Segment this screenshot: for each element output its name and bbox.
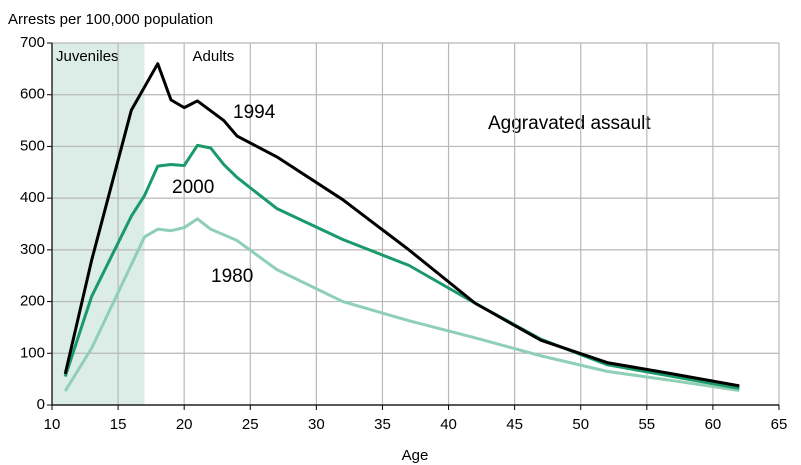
series-label: 2000 [172, 177, 214, 198]
y-tick-label: 0 [37, 396, 45, 413]
x-tick-label: 35 [374, 416, 391, 433]
x-tick-label: 60 [705, 416, 722, 433]
x-tick-label: 25 [242, 416, 259, 433]
x-tick-label: 55 [638, 416, 655, 433]
y-tick-label: 400 [20, 189, 45, 206]
region-label: Juveniles [56, 48, 119, 65]
region-label: Adults [193, 48, 235, 65]
series-line [63, 143, 740, 390]
x-tick-label: 30 [308, 416, 325, 433]
y-tick-label: 500 [20, 137, 45, 154]
x-tick-label: 40 [440, 416, 457, 433]
y-tick-label: 300 [20, 241, 45, 258]
series-line [63, 217, 740, 393]
y-tick-label: 600 [20, 86, 45, 103]
y-tick-label: 100 [20, 344, 45, 361]
x-tick-label: 50 [572, 416, 589, 433]
x-tick-label: 10 [44, 416, 61, 433]
series-label: 1980 [211, 266, 253, 287]
x-tick-label: 45 [506, 416, 523, 433]
y-tick-label: 200 [20, 293, 45, 310]
x-tick-label: 15 [110, 416, 127, 433]
x-tick-label: 65 [771, 416, 788, 433]
juvenile-region [52, 43, 145, 405]
x-axis-label: Age [402, 447, 429, 464]
series-label: 1994 [233, 102, 276, 123]
series-line [63, 62, 740, 388]
x-tick-label: 20 [176, 416, 193, 433]
y-tick-label: 700 [20, 34, 45, 51]
annotation: Aggravated assault [488, 113, 651, 134]
y-axis-label: Arrests per 100,000 population [8, 11, 213, 28]
